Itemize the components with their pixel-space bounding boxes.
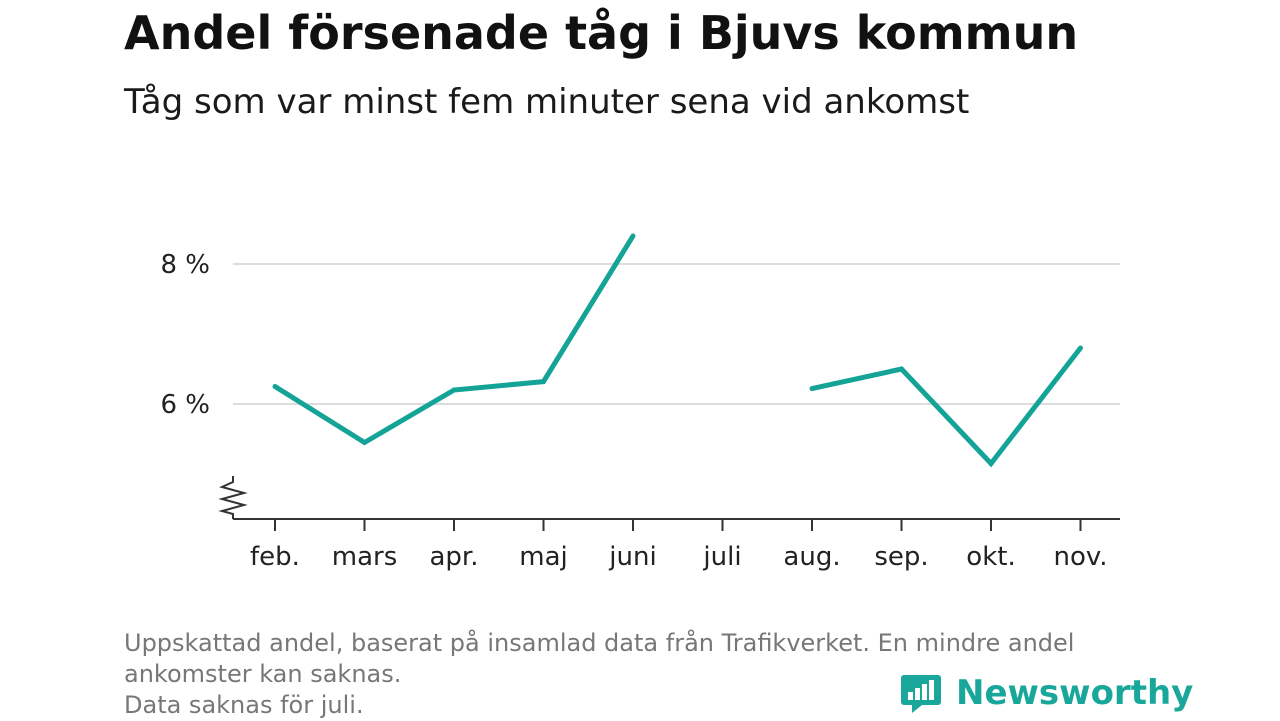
x-tick-label: sep.	[874, 542, 928, 572]
data-point	[541, 379, 546, 385]
x-tick-label: maj	[519, 542, 567, 572]
x-tick-label: aug.	[783, 542, 840, 572]
x-tick-label: nov.	[1053, 542, 1107, 572]
data-point	[451, 387, 457, 393]
x-tick-label: juni	[608, 542, 656, 572]
brand-name: Newsworthy	[956, 673, 1194, 713]
x-tick-label: feb.	[250, 542, 300, 572]
data-point	[809, 386, 815, 392]
footnote-line-3: Data saknas för juli.	[124, 691, 364, 719]
gridlines	[233, 263, 1120, 405]
series-line-segment	[273, 234, 636, 446]
x-tick-label: juli	[702, 542, 741, 572]
newsworthy-bar-chart-icon	[901, 675, 941, 713]
footnote: Uppskattad andel, baserat på insamlad da…	[124, 628, 1074, 721]
series-line-segment	[811, 346, 1083, 468]
data-point	[988, 461, 994, 466]
footnote-line-1: Uppskattad andel, baserat på insamlad da…	[124, 629, 1075, 657]
data-point	[1078, 345, 1083, 351]
y-tick-label: 8 %	[160, 250, 210, 280]
data-point	[272, 384, 278, 389]
data-point	[362, 440, 367, 445]
x-tick-label: apr.	[429, 542, 478, 572]
axis-break-icon	[218, 476, 248, 519]
chart-title: Andel försenade tåg i Bjuvs kommun	[124, 6, 1079, 60]
x-tick-label: okt.	[966, 542, 1015, 572]
data-point	[899, 366, 904, 372]
series-andel-forsenade	[272, 233, 1083, 468]
brand-logo: Newsworthy	[900, 670, 1193, 716]
x-tick-label: mars	[332, 542, 398, 572]
chart-subtitle: Tåg som var minst fem minuter sena vid a…	[124, 82, 970, 122]
data-point	[630, 233, 636, 239]
y-tick-label: 6 %	[160, 390, 210, 420]
footnote-line-2: ankomster kan saknas.	[124, 660, 402, 688]
y-axis-ticks: 6 % 8 %	[160, 250, 210, 420]
x-axis-ticks: feb. mars apr. maj juni juli aug. sep. okt. nov.	[250, 519, 1108, 572]
